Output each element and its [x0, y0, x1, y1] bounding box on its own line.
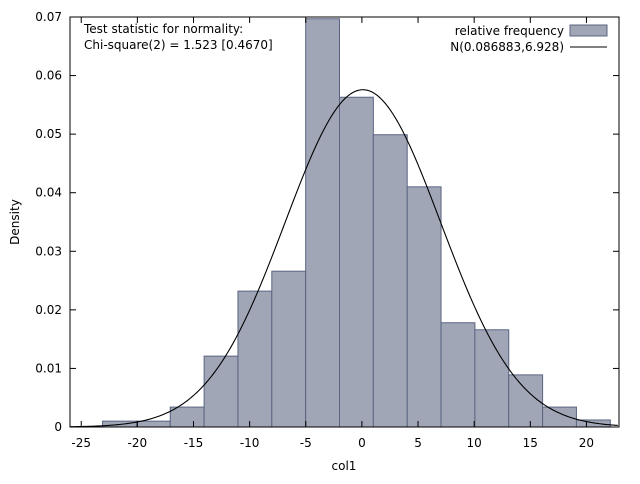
annotation-line-1: Test statistic for normality:	[83, 22, 243, 36]
legend-label-normal: N(0.086883,6.928)	[450, 40, 564, 54]
y-tick-label: 0.04	[35, 186, 62, 200]
legend-swatch-frequency	[569, 24, 608, 37]
histogram-bar	[169, 406, 205, 428]
histogram-bar	[339, 96, 374, 428]
y-tick-label: 0.03	[35, 244, 62, 258]
x-tick-label: -15	[184, 436, 204, 450]
histogram-bar	[542, 406, 577, 428]
histogram-bar	[237, 290, 273, 428]
y-ticks: 0 0.01 0.02 0.03 0.04 0.05 0.06 0.07	[35, 10, 619, 434]
histogram-bar	[203, 355, 239, 428]
x-tick-label: 5	[414, 436, 422, 450]
y-tick-label: 0.02	[35, 303, 62, 317]
x-tick-label: -20	[128, 436, 148, 450]
histogram-bar	[372, 134, 408, 428]
histogram-bar	[406, 186, 442, 428]
histogram-bar	[440, 322, 476, 428]
x-ticks: -25 -20 -15 -10 -5 0 5 10 15 20	[71, 17, 594, 450]
x-axis-label: col1	[332, 459, 357, 473]
x-tick-label: 10	[467, 436, 482, 450]
x-tick-label: 15	[523, 436, 538, 450]
legend: relative frequency N(0.086883,6.928)	[450, 24, 608, 54]
histogram-bar	[508, 374, 544, 428]
bars	[102, 18, 611, 428]
y-tick-label: 0	[54, 420, 62, 434]
x-tick-label: -25	[71, 436, 91, 450]
y-axis-label: Density	[8, 199, 22, 245]
y-tick-label: 0.05	[35, 127, 62, 141]
x-tick-label: 0	[358, 436, 366, 450]
y-tick-label: 0.06	[35, 69, 62, 83]
histogram-bar	[305, 18, 341, 428]
legend-label-frequency: relative frequency	[455, 24, 564, 38]
x-tick-label: 20	[579, 436, 594, 450]
histogram-bar	[271, 270, 307, 428]
normal-curve	[69, 89, 618, 428]
y-tick-label: 0.07	[35, 10, 62, 24]
histogram-bar	[474, 329, 510, 428]
annotation-line-2: Chi-square(2) = 1.523 [0.4670]	[84, 38, 273, 52]
x-tick-label: -5	[300, 436, 312, 450]
x-tick-label: -10	[240, 436, 260, 450]
y-tick-label: 0.01	[35, 361, 62, 375]
histogram-bar	[135, 420, 171, 428]
plot-frame	[69, 16, 620, 428]
